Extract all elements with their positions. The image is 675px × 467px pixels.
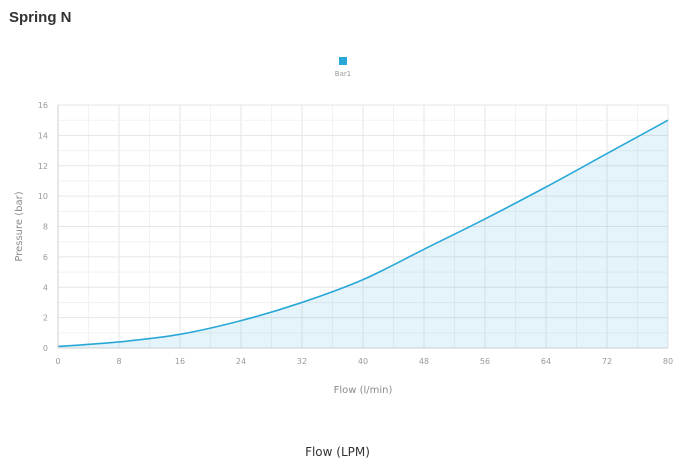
legend-label: Bar1 — [335, 70, 351, 78]
legend-swatch[interactable] — [339, 57, 347, 65]
x-tick-label: 80 — [663, 357, 673, 366]
series-point[interactable] — [116, 339, 122, 345]
x-tick-label: 56 — [480, 357, 490, 366]
series-point[interactable] — [238, 318, 244, 324]
x-tick-label: 0 — [55, 357, 60, 366]
series-point[interactable] — [360, 277, 366, 283]
x-tick-label: 16 — [175, 357, 185, 366]
y-tick-label: 16 — [38, 101, 48, 110]
series-point[interactable] — [299, 299, 305, 305]
y-axis-ticks: 0 2 4 6 8 10 12 14 16 — [38, 101, 48, 353]
x-axis-ticks: 0 8 16 24 32 40 48 56 64 72 80 — [55, 357, 673, 366]
x-tick-label: 40 — [358, 357, 368, 366]
series-point[interactable] — [604, 151, 610, 157]
y-tick-label: 6 — [43, 253, 48, 262]
x-axis-title: Flow (l/min) — [334, 385, 393, 396]
chart-axes — [57, 105, 668, 349]
series-line[interactable] — [57, 119, 669, 348]
x-tick-label: 72 — [602, 357, 612, 366]
series-point[interactable] — [421, 246, 427, 252]
x-tick-label: 48 — [419, 357, 429, 366]
y-tick-label: 8 — [43, 223, 48, 232]
chart-legend: Bar1 — [335, 57, 351, 78]
x-tick-label: 64 — [541, 357, 551, 366]
y-tick-label: 0 — [43, 344, 48, 353]
y-tick-label: 4 — [43, 283, 48, 292]
y-axis-title: Pressure (bar) — [14, 191, 25, 261]
y-tick-label: 10 — [38, 192, 48, 201]
y-tick-label: 2 — [43, 314, 48, 323]
series-point[interactable] — [482, 216, 488, 222]
x-tick-label: 32 — [297, 357, 307, 366]
y-tick-label: 14 — [38, 131, 48, 140]
y-tick-label: 12 — [38, 162, 48, 171]
series-point[interactable] — [177, 331, 183, 337]
x-tick-label: 24 — [236, 357, 246, 366]
chart-grid — [57, 104, 669, 349]
x-tick-label: 8 — [116, 357, 121, 366]
series-point[interactable] — [665, 117, 671, 123]
series-point[interactable] — [543, 184, 549, 190]
chart-area-layer — [57, 117, 671, 348]
page-title: Spring N — [9, 9, 72, 26]
series-area-fill — [58, 120, 668, 348]
footer-flow-label: Flow (LPM) — [305, 445, 370, 459]
